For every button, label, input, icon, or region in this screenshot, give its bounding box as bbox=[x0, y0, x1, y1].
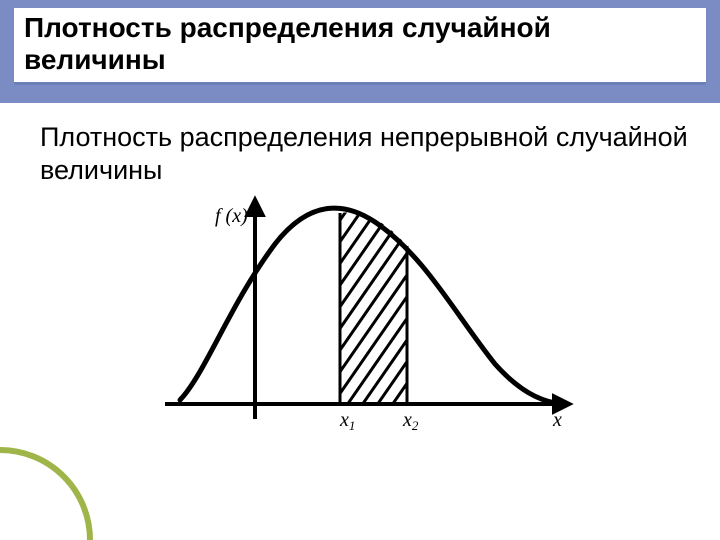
header-band: Плотность распределения случайной величи… bbox=[0, 0, 720, 103]
svg-text:x2: x2 bbox=[402, 409, 419, 433]
subtitle: Плотность распределения непрерывной случ… bbox=[40, 121, 690, 186]
svg-text:x: x bbox=[552, 409, 562, 431]
chart-container: f (x) x x1 x2 bbox=[40, 194, 690, 454]
slide-title: Плотность распределения случайной величи… bbox=[24, 12, 696, 76]
title-box: Плотность распределения случайной величи… bbox=[14, 8, 706, 85]
accent-arc-decoration bbox=[0, 420, 120, 540]
density-chart: f (x) x x1 x2 bbox=[145, 194, 585, 454]
svg-text:f (x): f (x) bbox=[215, 205, 248, 227]
content-area: Плотность распределения непрерывной случ… bbox=[0, 103, 720, 464]
svg-text:x1: x1 bbox=[339, 409, 355, 433]
header-bottom-band bbox=[0, 85, 720, 103]
